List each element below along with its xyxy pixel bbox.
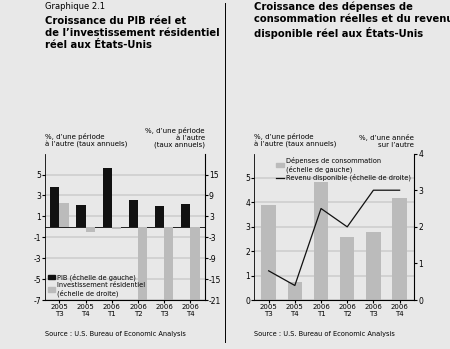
Bar bbox=[366, 232, 381, 300]
Bar bbox=[155, 206, 164, 227]
Bar bbox=[190, 227, 199, 349]
Bar bbox=[392, 198, 407, 300]
Legend: PIB (échelle de gauche), Investissement résidentiel
(échelle de droite): PIB (échelle de gauche), Investissement … bbox=[48, 273, 145, 297]
Bar bbox=[76, 205, 86, 227]
Bar bbox=[164, 227, 173, 349]
Bar bbox=[181, 204, 190, 227]
Bar bbox=[103, 168, 112, 227]
Text: %, d’une période
à l’autre (taux annuels): %, d’une période à l’autre (taux annuels… bbox=[45, 133, 127, 148]
Text: Source : U.S. Bureau of Economic Analysis: Source : U.S. Bureau of Economic Analysi… bbox=[45, 331, 186, 337]
Text: %, d’une période
à l’autre
(taux annuels): %, d’une période à l’autre (taux annuels… bbox=[145, 127, 205, 148]
Bar bbox=[86, 227, 95, 232]
Text: %, d’une année
sur l’autre: %, d’une année sur l’autre bbox=[359, 134, 414, 148]
Bar bbox=[138, 227, 147, 337]
Bar bbox=[112, 227, 121, 229]
Bar bbox=[59, 203, 68, 227]
Bar bbox=[261, 205, 276, 300]
Text: Croissance du PIB réel et
de l’investissement résidentiel
réel aux États-Unis: Croissance du PIB réel et de l’investiss… bbox=[45, 16, 220, 50]
Text: Source : U.S. Bureau of Economic Analysis: Source : U.S. Bureau of Economic Analysi… bbox=[254, 331, 395, 337]
Bar bbox=[129, 200, 138, 227]
Bar bbox=[50, 187, 59, 227]
Bar bbox=[288, 282, 302, 300]
Bar bbox=[314, 182, 328, 300]
Text: Croissance des dépenses de
consommation réelles et du revenu
disponible réel aux: Croissance des dépenses de consommation … bbox=[254, 2, 450, 39]
Text: %, d’une période
à l’autre (taux annuels): %, d’une période à l’autre (taux annuels… bbox=[254, 133, 337, 148]
Bar bbox=[340, 237, 355, 300]
Legend: Dépenses de consommation
(échelle de gauche), Revenu disponible (échelle de droi: Dépenses de consommation (échelle de gau… bbox=[276, 157, 411, 181]
Text: Graphique 2.1: Graphique 2.1 bbox=[45, 2, 105, 11]
